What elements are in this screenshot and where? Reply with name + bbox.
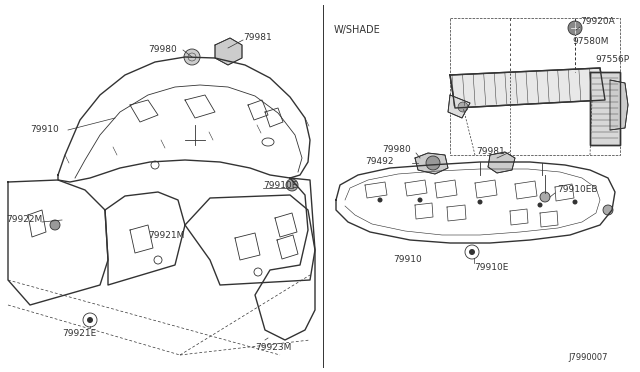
Text: 79981: 79981 bbox=[243, 32, 272, 42]
Text: 79910: 79910 bbox=[30, 125, 59, 135]
Circle shape bbox=[286, 179, 298, 191]
Circle shape bbox=[378, 198, 383, 202]
Circle shape bbox=[538, 202, 543, 208]
Circle shape bbox=[458, 102, 468, 112]
Circle shape bbox=[568, 21, 582, 35]
Circle shape bbox=[50, 220, 60, 230]
Text: 79910E: 79910E bbox=[263, 180, 298, 189]
Circle shape bbox=[573, 199, 577, 205]
Polygon shape bbox=[488, 152, 515, 173]
Text: 79980: 79980 bbox=[148, 45, 177, 55]
Text: 79981: 79981 bbox=[476, 148, 505, 157]
Text: 79921M: 79921M bbox=[148, 231, 184, 240]
Circle shape bbox=[184, 49, 200, 65]
Text: 79922M: 79922M bbox=[6, 215, 42, 224]
Polygon shape bbox=[215, 38, 242, 65]
Circle shape bbox=[603, 205, 613, 215]
Polygon shape bbox=[448, 95, 470, 118]
Text: 79920A: 79920A bbox=[580, 17, 615, 26]
Polygon shape bbox=[610, 80, 628, 130]
Circle shape bbox=[426, 156, 440, 170]
Text: 97556P: 97556P bbox=[595, 55, 629, 64]
Text: 97580M: 97580M bbox=[572, 38, 609, 46]
Text: 79910: 79910 bbox=[393, 256, 422, 264]
Text: 79910E: 79910E bbox=[474, 263, 508, 273]
Circle shape bbox=[477, 199, 483, 205]
Text: J7990007: J7990007 bbox=[568, 353, 607, 362]
Polygon shape bbox=[415, 153, 448, 174]
Circle shape bbox=[540, 192, 550, 202]
Text: 79910EB: 79910EB bbox=[557, 186, 598, 195]
Circle shape bbox=[87, 317, 93, 323]
Polygon shape bbox=[590, 72, 620, 145]
Text: 79980: 79980 bbox=[382, 145, 411, 154]
Text: 79923M: 79923M bbox=[255, 343, 291, 353]
Text: 79921E: 79921E bbox=[62, 328, 96, 337]
Polygon shape bbox=[450, 68, 605, 108]
Circle shape bbox=[469, 249, 475, 255]
Text: W/SHADE: W/SHADE bbox=[334, 25, 381, 35]
Text: 79492: 79492 bbox=[365, 157, 394, 167]
Circle shape bbox=[417, 198, 422, 202]
